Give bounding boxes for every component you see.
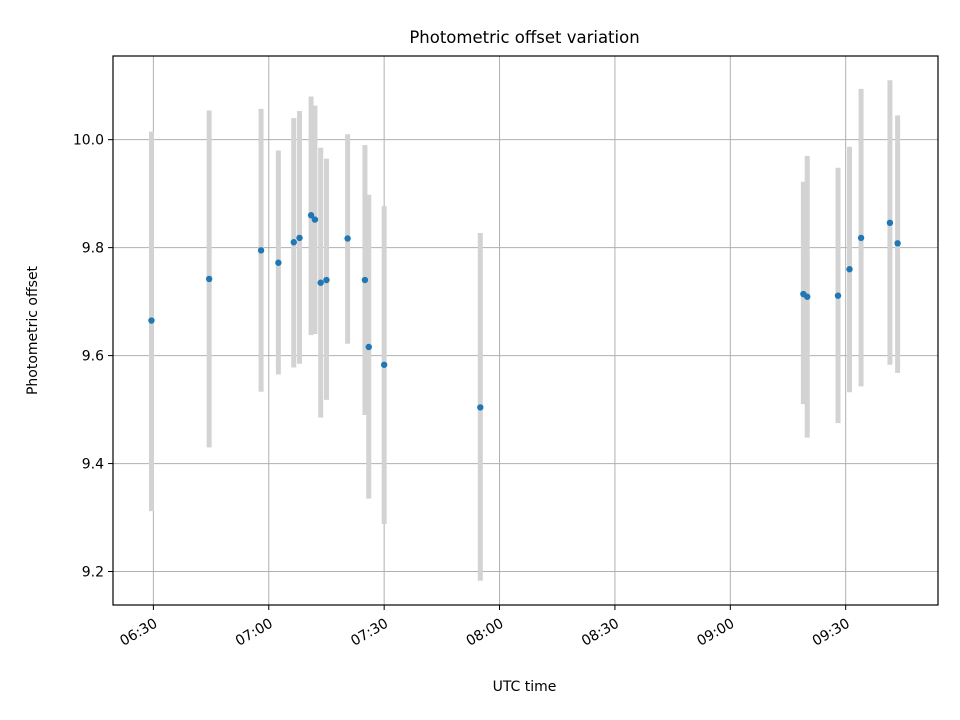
x-tick-label: 08:30 [579, 616, 622, 650]
x-tick-label: 06:30 [117, 616, 160, 650]
y-tick-label: 9.4 [82, 457, 104, 473]
y-tick-label: 10.0 [73, 133, 104, 149]
x-tick-label: 09:30 [810, 616, 853, 650]
grid-lines [113, 56, 938, 605]
data-point [380, 361, 388, 368]
x-tick-label: 07:30 [348, 616, 391, 650]
data-point [804, 293, 811, 300]
data-point [886, 219, 894, 227]
data-point [323, 276, 330, 284]
data-point [290, 239, 297, 246]
y-tick-label: 9.2 [82, 565, 104, 581]
plot-frame [112, 55, 939, 606]
data-point [846, 266, 853, 273]
y-tick-label: 9.8 [82, 241, 104, 257]
data-point [477, 404, 484, 411]
data-point [365, 343, 372, 351]
chart-title: Photometric offset variation [409, 28, 639, 47]
y-axis-ticks: 9.2 9.4 9.6 9.8 10.0 [73, 133, 113, 581]
data-point [344, 235, 351, 242]
data-point [857, 234, 865, 242]
data-point [894, 240, 901, 247]
data-point [834, 292, 842, 299]
data-point [275, 259, 282, 266]
x-tick-label: 08:00 [464, 616, 507, 650]
data-point [257, 247, 265, 254]
x-axis-ticks: 06:30 07:00 07:30 08:00 08:30 09:00 09:30 [117, 605, 853, 650]
x-axis-label: UTC time [493, 679, 557, 695]
y-tick-label: 9.6 [82, 349, 104, 365]
data-points [148, 212, 901, 411]
data-point [361, 276, 369, 284]
data-point [317, 279, 324, 286]
x-tick-label: 07:00 [233, 616, 276, 650]
x-tick-label: 09:00 [694, 616, 737, 650]
data-point [307, 212, 315, 219]
data-point [205, 275, 213, 283]
data-point [148, 317, 155, 324]
data-point [296, 234, 303, 242]
y-axis-label: Photometric offset [25, 265, 41, 395]
data-point [311, 216, 319, 223]
error-bars [148, 80, 901, 581]
